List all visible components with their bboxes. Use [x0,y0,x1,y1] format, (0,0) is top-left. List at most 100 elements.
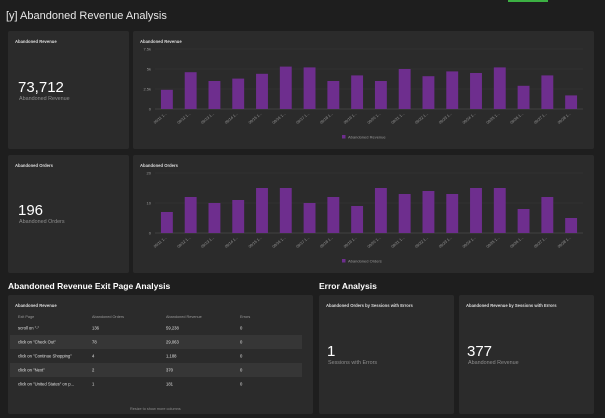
error-analysis-section-title: Error Analysis [319,281,377,291]
panel-title: Abandoned Orders [15,163,53,168]
bar[interactable] [470,73,482,109]
column-header[interactable]: Abandoned Orders [92,314,125,319]
panel-title: Abandoned Revenue [15,39,57,44]
bar[interactable] [517,85,530,109]
bar[interactable] [493,67,506,109]
table-cell: 1,188 [166,353,177,359]
column-header[interactable]: Abandoned Revenue [166,314,202,319]
table-cell: 1 [92,381,95,387]
table-cell: 0 [240,353,243,359]
x-tick-label: 09/23 1... [438,236,453,249]
x-tick-label: 09/19 1... [343,112,358,125]
x-tick-label: 09/11 1... [153,112,167,125]
bar[interactable] [470,188,482,233]
x-tick-label: 09/14 1... [224,112,239,125]
x-tick-label: 09/11 1... [153,236,167,249]
table-footer-note: Resize to show more columns [130,407,181,411]
x-tick-label: 09/20 1... [367,112,382,125]
bar[interactable] [160,89,173,109]
bar[interactable] [374,188,387,233]
bar[interactable] [256,73,268,109]
y-tick-label: 20 [147,171,152,176]
bar[interactable] [422,191,435,233]
column-header[interactable]: Errors [240,314,251,319]
error-revenue-panel[interactable]: Abandoned Revenue by Sessions with Error… [459,295,594,414]
bar[interactable] [279,66,292,109]
bar[interactable] [232,78,245,109]
table-row[interactable]: click on "United States" on p... 1 181 0 [10,377,302,391]
bar[interactable] [565,95,578,109]
table-row[interactable]: click on "Check Out" 78 29,063 0 [10,335,302,349]
kpi-value: 377 [467,343,493,360]
kpi-abandoned-revenue-panel[interactable]: Abandoned Revenue 73,712 Abandoned Reven… [8,31,129,149]
x-tick-label: 09/14 1... [224,236,239,249]
kpi-value: 1 [327,343,336,360]
kpi-value: 196 [18,202,44,219]
bar[interactable] [422,76,435,109]
bar[interactable] [208,81,221,109]
exit-page-table-panel[interactable]: Abandoned Revenue [8,295,313,414]
bar[interactable] [565,218,578,233]
x-tick-label: 09/27 1... [533,112,548,125]
bar[interactable] [208,203,221,233]
bar[interactable] [351,75,364,109]
table-cell: 136 [92,325,99,331]
legend-label: Abandoned Revenue [348,135,386,140]
bar[interactable] [541,197,554,233]
bar[interactable] [374,81,387,109]
table-cell: click on "Check Out" [18,339,56,345]
bar[interactable] [327,81,340,109]
top-accent-bar [508,0,548,2]
bar[interactable] [303,67,316,109]
bar[interactable] [279,188,292,233]
y-tick-label: 7.5k [143,47,151,52]
table-header-row: Exit Page Abandoned Orders Abandoned Rev… [10,312,302,321]
y-tick-label: 5k [147,67,151,72]
bar[interactable] [184,72,197,109]
table-cell: 78 [92,339,97,345]
x-tick-label: 09/22 1... [414,236,429,249]
bar[interactable] [541,75,554,109]
table-row[interactable]: scroll on "-" 136 59,238 0 [10,321,302,335]
bar[interactable] [184,197,197,233]
table-cell: 370 [166,367,173,373]
table-cell: click on "Next" [18,367,45,373]
kpi-abandoned-orders-panel[interactable]: Abandoned Orders 196 Abandoned Orders [8,155,129,273]
panel-title: Abandoned Orders [140,163,178,168]
bar[interactable] [398,69,411,109]
table-row[interactable]: click on "Continue Shopping" 4 1,188 0 [10,349,302,363]
x-tick-label: 09/20 1... [367,236,382,249]
bar[interactable] [517,209,530,233]
abandoned-revenue-chart-panel[interactable]: Abandoned Revenue 0 2.5k 5k 7.5k 09/11 1... 0… [133,31,594,149]
x-tick-label: 09/27 1... [533,236,548,249]
table-cell: 4 [92,353,95,359]
x-tick-label: 09/12 1... [177,236,192,249]
table-cell: 59,238 [166,325,179,331]
table-cell: 0 [240,381,243,387]
x-tick-label: 09/21 1... [391,236,406,249]
bar[interactable] [446,194,459,233]
panel-title: Abandoned Orders by Sessions with Errors [326,303,413,308]
bar[interactable] [256,188,268,233]
bar[interactable] [160,212,173,233]
x-tick-label: 09/23 1... [438,112,453,125]
column-header[interactable]: Exit Page [18,314,35,319]
bar[interactable] [446,71,459,109]
bar[interactable] [303,203,316,233]
x-tick-label: 09/28 1... [557,236,572,249]
table-cell: click on "Continue Shopping" [18,353,72,359]
bar[interactable] [232,200,245,233]
x-tick-label: 09/28 1... [557,112,572,125]
x-tick-label: 09/18 1... [319,112,334,125]
table-row[interactable]: click on "Next" 2 370 0 [10,363,302,377]
bar[interactable] [351,206,364,233]
bar[interactable] [493,188,506,233]
error-orders-panel[interactable]: Abandoned Orders by Sessions with Errors… [319,295,454,414]
abandoned-orders-chart-panel[interactable]: Abandoned Orders 0 10 20 09/11 1... 09/12 1.… [133,155,594,273]
panel-title: Abandoned Revenue by Sessions with Error… [466,303,557,308]
bar[interactable] [327,197,340,233]
bar[interactable] [398,194,411,233]
legend-label: Abandoned Orders [348,259,382,264]
x-tick-label: 09/24 1... [462,236,477,249]
x-tick-label: 09/24 1... [462,112,477,125]
